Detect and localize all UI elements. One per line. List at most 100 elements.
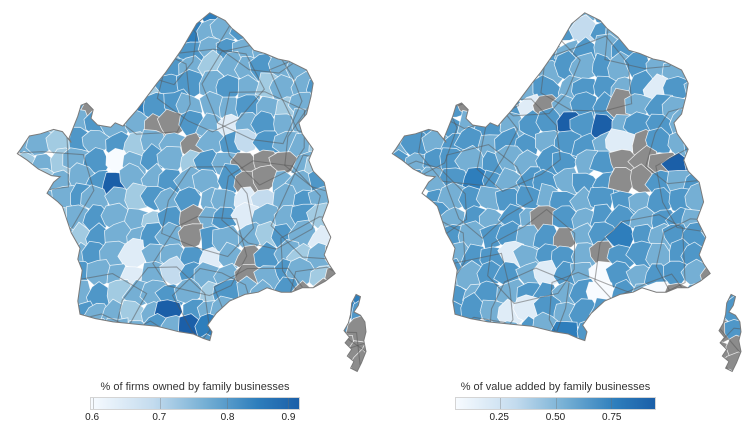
map-cell: [180, 337, 209, 366]
map-cell: [30, 315, 59, 343]
map-cell: [435, 351, 467, 372]
map-cell: [121, 372, 150, 378]
map-cell: [347, 53, 367, 86]
map-cell: [28, 222, 56, 251]
map-cell: [17, 315, 36, 347]
map-cell: [419, 12, 451, 30]
map-cell: [392, 59, 412, 88]
map-cell: [661, 17, 694, 46]
map-cell: [405, 31, 434, 62]
colorbar-value-added: [455, 397, 656, 410]
map-cell: [699, 113, 729, 140]
map-cell: [700, 72, 731, 98]
colorbar-tick: [611, 398, 613, 409]
map-cell: [105, 12, 137, 31]
map-cell: [328, 35, 359, 64]
map-cell: [745, 319, 750, 350]
map-cell: [331, 74, 358, 105]
region-border: [416, 36, 520, 130]
map-cell: [604, 338, 635, 366]
map-cell: [100, 36, 128, 67]
map-cell: [398, 334, 429, 365]
map-cell: [684, 94, 710, 124]
map-cell: [27, 12, 58, 26]
map-cell: [310, 335, 338, 365]
map-cell: [482, 358, 510, 372]
map-cell: [392, 72, 409, 99]
map-cell: [236, 334, 264, 364]
map-cell: [324, 58, 357, 84]
map-cell: [216, 50, 244, 83]
map-cell: [347, 262, 367, 290]
map-cell: [328, 93, 353, 119]
region-border: [17, 264, 79, 352]
map-cell: [143, 335, 174, 366]
map-cell: [705, 204, 733, 235]
region-border: [487, 208, 576, 305]
map-cell: [645, 354, 672, 372]
map-cell: [17, 332, 36, 364]
map-cell: [443, 337, 473, 362]
map-cell: [687, 110, 713, 142]
map-cell: [477, 334, 507, 363]
map-cell: [46, 301, 78, 332]
map-cell: [366, 202, 375, 232]
map-cell: [419, 335, 449, 364]
map-cell: [742, 2, 750, 28]
map-cell: [737, 186, 742, 215]
map-cell: [66, 367, 91, 372]
map-cell: [405, 301, 431, 331]
map-cell: [121, 33, 151, 63]
map-cell: [104, 377, 128, 378]
map-cell: [702, 57, 735, 84]
map-value-added-choropleth: [391, 2, 750, 378]
map-cell: [610, 295, 639, 327]
map-cell: [685, 35, 713, 67]
colorbar-tick-label: 0.8: [220, 412, 235, 423]
map-cell: [82, 358, 110, 372]
map-cell: [392, 338, 419, 366]
map-cell: [291, 35, 321, 65]
map-cell: [24, 93, 54, 120]
map-cell: [531, 332, 563, 363]
map-cell: [683, 372, 716, 378]
map-cell: [360, 35, 367, 71]
map-cell: [437, 76, 470, 104]
map-cell: [191, 333, 221, 366]
region-border: [584, 330, 680, 372]
map-cell: [304, 31, 336, 64]
map-cell: [308, 113, 333, 142]
map-cell: [25, 355, 55, 372]
region-border: [330, 12, 367, 79]
map-cell: [721, 207, 742, 235]
map-cell: [737, 95, 742, 124]
map-cell: [215, 335, 243, 368]
map-cell: [26, 299, 54, 324]
map-cell: [349, 39, 367, 64]
region-border: [223, 376, 318, 378]
map-cell: [362, 124, 367, 155]
map-cell: [715, 165, 742, 192]
map-cell: [47, 71, 77, 100]
map-cell: [703, 14, 729, 45]
map-cell: [363, 225, 367, 256]
region-border: [423, 12, 505, 64]
colorbar-tick: [287, 398, 289, 409]
region-border: [222, 91, 306, 186]
map-cell: [138, 14, 171, 42]
map-cell: [26, 15, 55, 43]
map-cell: [17, 283, 41, 311]
map-cell: [392, 297, 412, 323]
colorbar-tick: [159, 398, 161, 409]
map-cell: [401, 239, 427, 272]
region-border: [702, 43, 742, 140]
map-cell: [156, 333, 184, 360]
region-border: [156, 48, 266, 133]
map-cell: [233, 295, 261, 326]
map-cell: [701, 130, 734, 156]
map-cell: [627, 301, 659, 329]
map-cell: [234, 12, 264, 28]
map-cell: [135, 371, 166, 372]
map-cell: [100, 335, 130, 363]
colorbar-tick-label: 0.9: [281, 412, 296, 423]
